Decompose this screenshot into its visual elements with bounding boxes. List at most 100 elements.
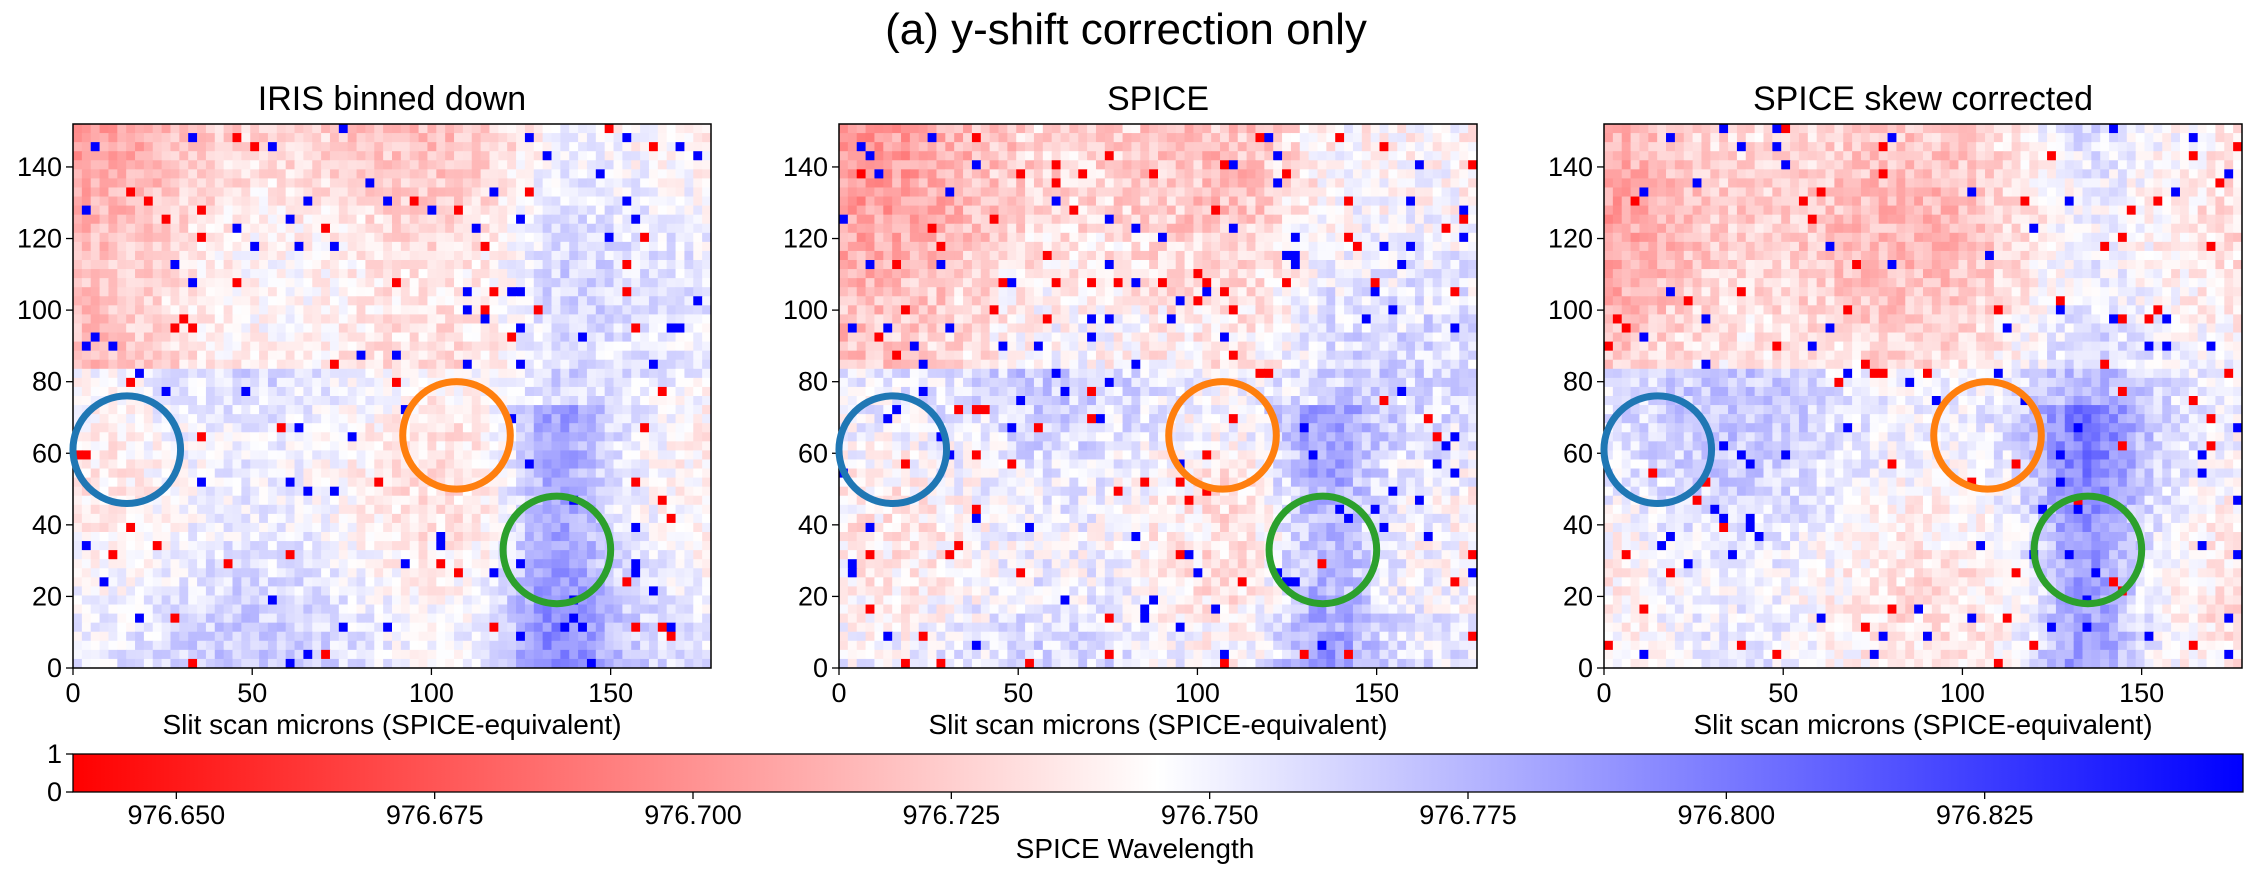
heatmap-cell [1379, 196, 1389, 207]
heatmap-cell [445, 541, 455, 551]
heatmap-cell [1193, 169, 1203, 179]
heatmap-cell [436, 196, 446, 207]
heatmap-cell [400, 577, 411, 587]
heatmap-cell [1228, 169, 1239, 179]
heatmap-cell [533, 133, 544, 143]
heatmap-cell [383, 314, 393, 325]
heatmap-cell [188, 187, 198, 198]
heatmap-cell [1335, 133, 1345, 143]
heatmap-cell [613, 595, 623, 606]
heatmap-cell [551, 160, 561, 170]
heatmap-cell [1042, 151, 1053, 161]
heatmap-cell [259, 532, 269, 542]
heatmap-cell [143, 532, 154, 542]
heatmap-cell [462, 450, 473, 461]
heatmap-cell [648, 269, 659, 279]
heatmap-cell [945, 187, 955, 198]
heatmap-cell [613, 151, 623, 161]
heatmap-cell [640, 350, 650, 361]
heatmap-cell [613, 586, 623, 597]
heatmap-cell [909, 160, 920, 170]
heatmap-cell [90, 658, 101, 668]
heatmap-cell [489, 232, 499, 243]
heatmap-cell [338, 559, 349, 569]
heatmap-cell [666, 504, 677, 515]
heatmap-cell [73, 577, 83, 587]
heatmap-cell [454, 568, 464, 578]
heatmap-cell [524, 477, 535, 488]
heatmap-cell [613, 368, 623, 379]
heatmap-cell [356, 359, 367, 370]
heatmap-cell [1095, 187, 1106, 198]
heatmap-cell [1140, 178, 1150, 189]
heatmap-cell [524, 196, 535, 207]
heatmap-cell [338, 269, 349, 279]
heatmap-cell [613, 187, 623, 198]
heatmap-cell [197, 250, 207, 261]
heatmap-cell [1158, 142, 1168, 152]
heatmap-cell [383, 178, 393, 189]
heatmap-cell [259, 559, 269, 569]
heatmap-cell [356, 133, 367, 143]
heatmap-cell [595, 631, 606, 642]
heatmap-cell [462, 332, 473, 343]
heatmap-cell [551, 187, 561, 198]
heatmap-cell [542, 513, 553, 524]
heatmap-cell [613, 495, 623, 506]
heatmap-cell [365, 260, 375, 270]
heatmap-cell [170, 332, 180, 343]
heatmap-cell [471, 223, 482, 234]
heatmap-cell [188, 586, 198, 597]
heatmap-cell [99, 550, 110, 560]
heatmap-cell [648, 631, 659, 642]
heatmap-cell [250, 269, 260, 279]
heatmap-cell [250, 486, 260, 497]
heatmap-cell [427, 495, 437, 506]
heatmap-cell [471, 305, 482, 315]
heatmap-cell [533, 586, 544, 597]
heatmap-cell [170, 214, 180, 225]
heatmap-cell [285, 405, 296, 415]
heatmap-cell [223, 350, 234, 361]
heatmap-cell [347, 341, 358, 352]
heatmap-cell [578, 577, 588, 587]
heatmap-cell [586, 423, 597, 433]
heatmap-cell [143, 359, 154, 370]
heatmap-cell [462, 577, 473, 587]
heatmap-cell [108, 260, 118, 270]
heatmap-cell [312, 133, 322, 143]
heatmap-cell [143, 522, 154, 533]
heatmap-cell [1122, 160, 1133, 170]
heatmap-cell [657, 305, 668, 315]
heatmap-cell [856, 124, 867, 134]
heatmap-cell [427, 568, 437, 578]
heatmap-cell [595, 522, 606, 533]
heatmap-cell [223, 205, 234, 216]
heatmap-cell [693, 504, 703, 515]
heatmap-cell [613, 423, 623, 433]
heatmap-cell [427, 532, 437, 542]
heatmap-cell [1379, 124, 1389, 134]
heatmap-cell [542, 350, 553, 361]
heatmap-cell [214, 151, 225, 161]
heatmap-cell [936, 151, 946, 161]
heatmap-cell [1158, 178, 1168, 189]
heatmap-cell [250, 595, 260, 606]
heatmap-cell [73, 649, 83, 660]
heatmap-cell [436, 550, 446, 560]
heatmap-cell [648, 178, 659, 189]
heatmap-cell [516, 631, 526, 642]
heatmap-cell [524, 577, 535, 587]
heatmap-cell [702, 350, 711, 361]
heatmap-cell [613, 260, 623, 270]
heatmap-cell [126, 368, 136, 379]
heatmap-cell [365, 604, 375, 615]
heatmap-cell [427, 423, 437, 433]
heatmap-cell [90, 214, 101, 225]
heatmap-cell [1255, 178, 1265, 189]
heatmap-cell [259, 341, 269, 352]
heatmap-cell [409, 522, 420, 533]
heatmap-cell [161, 314, 172, 325]
heatmap-cell [126, 178, 136, 189]
heatmap-cell [640, 405, 650, 415]
